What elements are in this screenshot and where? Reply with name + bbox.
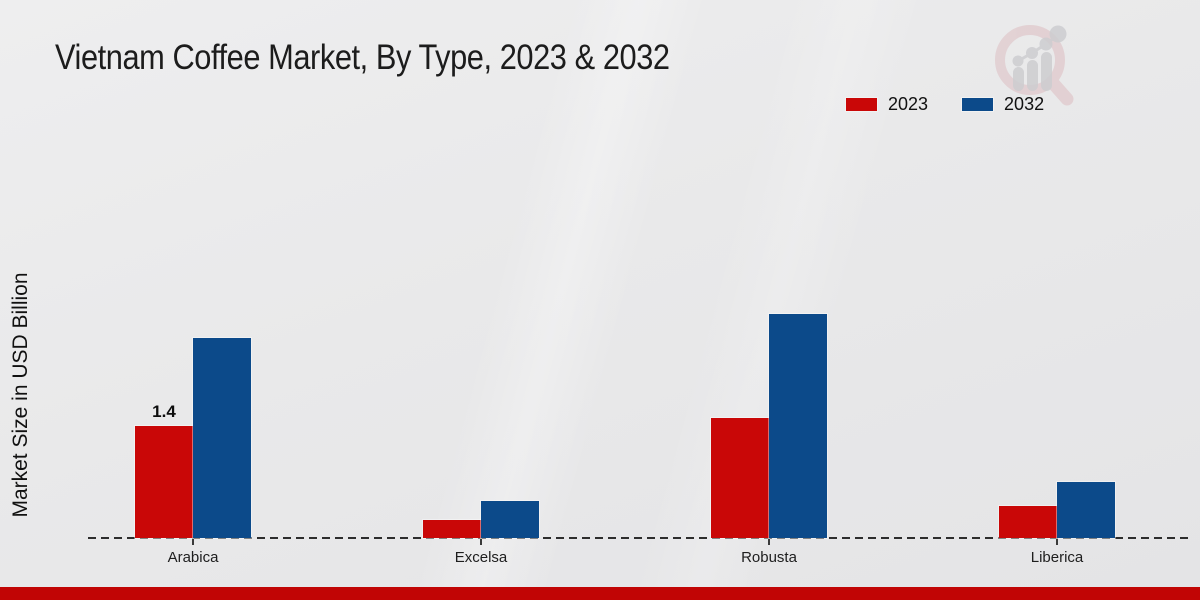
bar-2032-excelsa [481,501,539,538]
bar-2032-robusta [769,314,827,538]
plot-area: Arabica Excelsa Robusta Liberica 1.4 [88,0,1188,566]
market-research-future-logo-watermark [995,25,1074,106]
bar-growth-icon [1012,25,1067,91]
bar-2023-arabica [135,426,193,538]
x-axis-tick [1056,539,1058,545]
legend-swatch-2032 [961,97,995,112]
legend: 2023 2032 [845,94,1044,115]
bar-2032-arabica [193,338,251,538]
footer-accent-bar [0,587,1200,600]
x-axis-label-excelsa: Excelsa [454,549,508,566]
bar-2023-liberica [999,506,1057,538]
legend-swatch-2023 [845,97,878,112]
x-axis-tick [480,539,482,545]
x-axis-tick [192,539,194,545]
y-axis-label: Market Size in USD Billion [9,272,32,518]
bar-2023-excelsa [423,520,481,538]
bar-2023-robusta [711,418,769,538]
legend-item-2023: 2023 [845,94,928,115]
x-axis-label-robusta: Robusta [741,549,797,566]
chart-title: Vietnam Coffee Market, By Type, 2023 & 2… [55,38,670,77]
legend-label-2032: 2032 [1004,94,1045,114]
x-axis-label-liberica: Liberica [1030,549,1084,566]
x-axis-baseline [88,537,1188,539]
legend-label-2023: 2023 [888,94,929,114]
x-axis-tick [768,539,770,545]
legend-item-2032: 2032 [961,94,1044,115]
bar-value-label: 1.4 [152,402,176,421]
bar-2032-liberica [1057,482,1115,538]
x-axis-label-arabica: Arabica [167,549,219,566]
